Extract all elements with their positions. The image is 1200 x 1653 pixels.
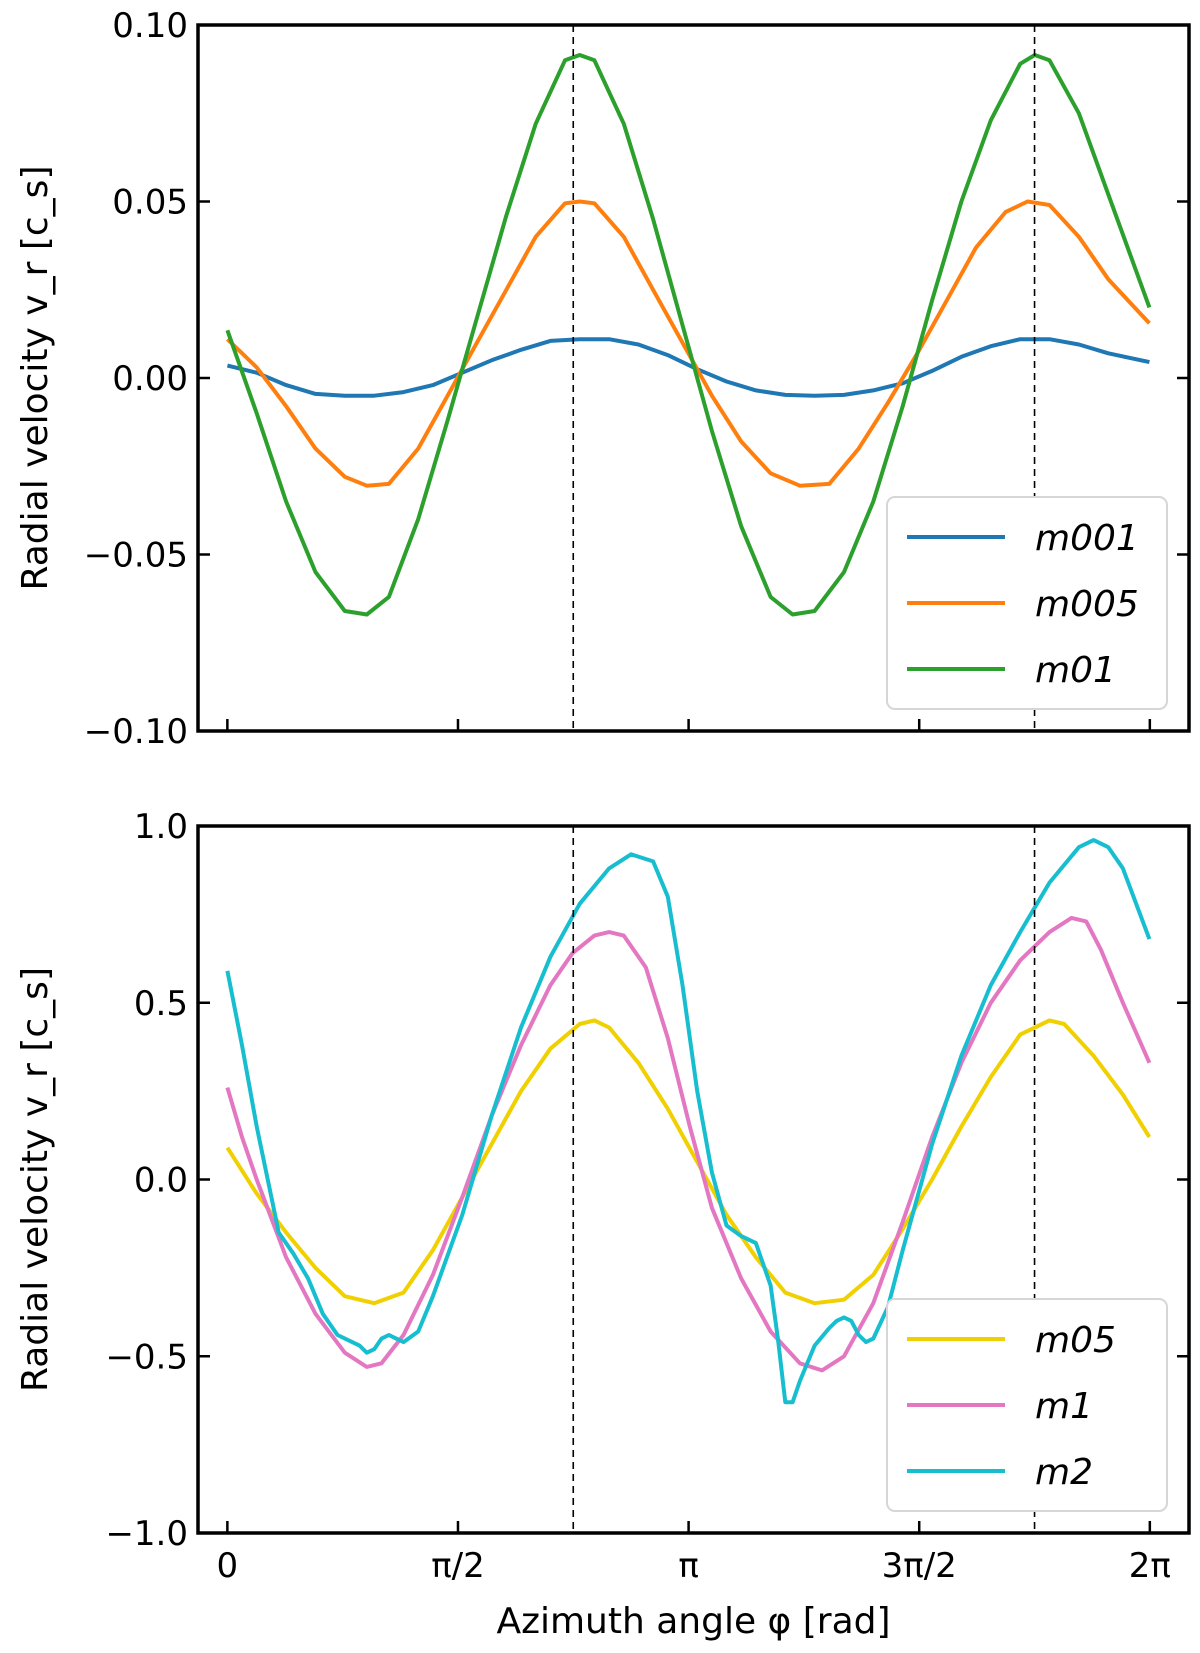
y-tick-label: 0.05 <box>112 183 188 223</box>
legend-label-m005: m005 <box>1035 584 1139 625</box>
chart-panel-1: −0.10 −0.05 0.00 0.05 0.10 Radial velocity v_… <box>15 6 1191 752</box>
x-axis-label: Azimuth angle φ [rad] <box>496 1601 890 1642</box>
legend-box <box>886 496 1168 710</box>
y-tick-label: −0.10 <box>84 712 188 752</box>
y-axis-label: Radial velocity v_r [c_s] <box>15 967 56 1392</box>
legend-label-m2: m2 <box>1035 1452 1093 1493</box>
y-tick-label: 1.0 <box>134 807 188 847</box>
legend-label-m05: m05 <box>1035 1320 1116 1361</box>
series-line-m001 <box>226 337 1150 398</box>
x-tick-label: 3π/2 <box>882 1546 957 1586</box>
legend-label-m001: m001 <box>1035 518 1139 559</box>
chart-panel-2: −1.0 −0.5 0.0 0.5 1.0 0 π/2 π 3π/2 2π Radial veloc… <box>15 807 1191 1642</box>
y-tick-label: 0.0 <box>134 1161 188 1201</box>
y-tick-label: 0.10 <box>112 6 188 46</box>
y-tick-label: −0.05 <box>84 536 188 576</box>
series-line-m005 <box>226 199 1151 488</box>
y-tick-label: −0.5 <box>105 1337 188 1377</box>
x-tick-label: 0 <box>217 1546 239 1586</box>
legend-box <box>886 1298 1168 1512</box>
legend: m001 m005 m01 <box>886 496 1168 710</box>
series-line-m05 <box>225 1018 1152 1306</box>
y-tick-label: −1.0 <box>105 1514 188 1554</box>
series-line-m2 <box>225 838 1152 1405</box>
series-line-m1 <box>225 915 1152 1373</box>
series-line-m01 <box>225 53 1152 617</box>
x-tick-label: π/2 <box>431 1546 485 1586</box>
legend-label-m1: m1 <box>1035 1386 1093 1427</box>
legend-label-m01: m01 <box>1035 650 1116 691</box>
y-tick-label: 0.00 <box>112 359 188 399</box>
x-tick-label: 2π <box>1129 1546 1171 1586</box>
y-tick-label: 0.5 <box>134 984 188 1024</box>
legend: m05 m1 m2 <box>886 1298 1168 1512</box>
y-axis-label: Radial velocity v_r [c_s] <box>15 166 56 591</box>
x-tick-label: π <box>678 1546 698 1586</box>
